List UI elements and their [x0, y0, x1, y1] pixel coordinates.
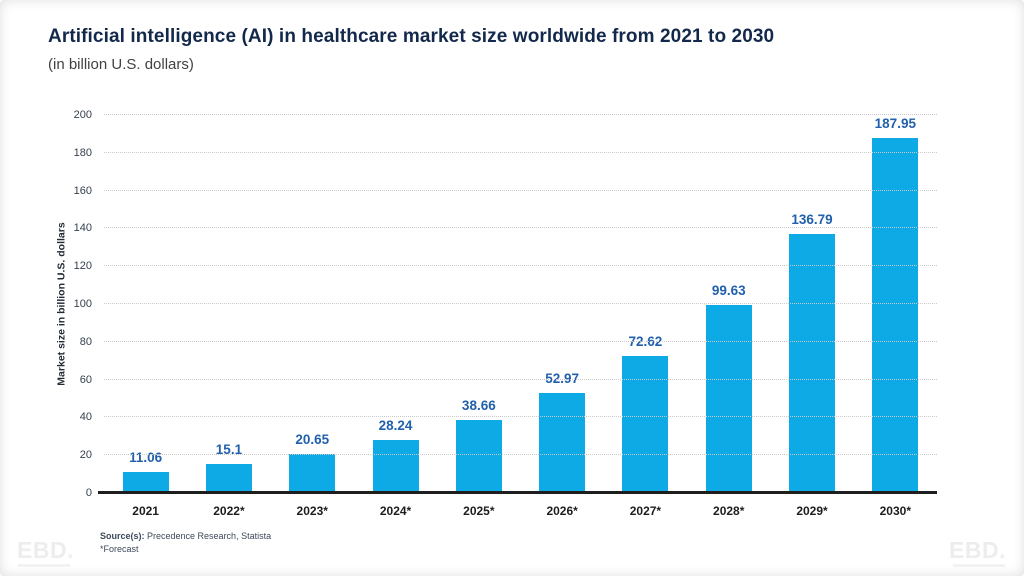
bar-value-2023: 20.65 — [295, 431, 330, 447]
y-tick-20: 20 — [79, 449, 92, 462]
bar-value-2030: 187.95 — [874, 115, 916, 131]
bar-slot-2024: 28.24 2024* — [354, 115, 437, 518]
x-tick-2028: 2028* — [713, 504, 745, 518]
y-tick-140: 140 — [73, 222, 92, 235]
bar-slot-2025: 38.66 2025* — [437, 115, 520, 518]
x-tick-2025: 2025* — [463, 504, 495, 518]
bar-value-2022: 15.1 — [215, 442, 243, 458]
gridline-80 — [104, 340, 937, 342]
gridline-120 — [104, 265, 937, 267]
source-text: Precedence Research, Statista — [144, 531, 272, 541]
bar-slot-2023: 20.65 2023* — [271, 115, 354, 518]
y-tick-80: 80 — [79, 335, 92, 348]
bar-slot-2028: 99.63 2028* — [687, 115, 770, 518]
x-tick-2022: 2022* — [213, 504, 245, 518]
watermark-tagline-left — [18, 564, 70, 567]
gridline-160 — [104, 189, 937, 191]
bar-slot-2026: 52.97 2026* — [520, 115, 603, 518]
chart-title: Artificial intelligence (AI) in healthca… — [48, 26, 775, 47]
y-tick-100: 100 — [73, 298, 92, 310]
gridline-20 — [104, 454, 937, 456]
bar-slot-2030: 187.95 2030* — [854, 115, 937, 518]
watermark-logo-left: EBD. — [17, 537, 74, 563]
bar-2023 — [289, 453, 336, 493]
x-tick-2026: 2026* — [546, 504, 578, 518]
bar-2029 — [789, 234, 836, 493]
gridline-180 — [104, 151, 937, 153]
bar-value-2028: 99.63 — [711, 282, 746, 298]
bar-2024 — [372, 439, 419, 493]
y-tick-160: 160 — [73, 184, 92, 197]
gridline-40 — [104, 416, 937, 418]
watermark-logo-right: EBD. — [949, 537, 1006, 563]
bar-value-2029: 136.79 — [791, 212, 833, 228]
x-tick-2029: 2029* — [796, 504, 828, 518]
plot-area: 11.06 2021 15.1 2022* 20.65 2023* 28.24 2024* 38… — [74, 109, 937, 518]
y-tick-120: 120 — [73, 260, 92, 273]
chart-subtitle: (in billion U.S. dollars) — [48, 56, 194, 73]
bar-slot-2022: 15.1 2022* — [187, 115, 270, 518]
x-tick-2023: 2023* — [296, 504, 328, 518]
x-tick-2021: 2021 — [132, 504, 159, 518]
y-tick-200: 200 — [73, 109, 92, 121]
bar-value-2025: 38.66 — [461, 397, 496, 413]
y-tick-0: 0 — [85, 487, 92, 499]
bar-2021 — [122, 472, 169, 493]
bar-2026 — [539, 392, 586, 493]
bar-series: 11.06 2021 15.1 2022* 20.65 2023* 28.24 2024* 38… — [104, 115, 937, 518]
bar-slot-2029: 136.79 2029* — [770, 115, 853, 518]
bar-value-2021: 11.06 — [129, 450, 163, 466]
source-note: Source(s): Precedence Research, Statista… — [100, 530, 271, 555]
bar-2030 — [872, 137, 919, 493]
gridline-200 — [104, 114, 937, 115]
gridline-60 — [104, 378, 937, 380]
bar-2028 — [705, 304, 752, 493]
x-axis-line — [98, 491, 937, 494]
gridline-100 — [104, 303, 937, 304]
bar-slot-2027: 72.62 2027* — [604, 115, 687, 518]
bar-slot-2021: 11.06 2021 — [104, 115, 187, 518]
source-line: Source(s): Precedence Research, Statista — [100, 530, 271, 543]
gridline-140 — [104, 227, 937, 229]
y-tick-40: 40 — [79, 411, 92, 424]
watermark-tagline-right — [953, 564, 1005, 567]
x-tick-2030: 2030* — [879, 504, 911, 518]
bar-2022 — [205, 464, 252, 493]
bar-2027 — [622, 355, 669, 493]
bar-value-2026: 52.97 — [545, 370, 580, 386]
bar-value-2024: 28.24 — [378, 417, 413, 433]
y-tick-180: 180 — [73, 146, 92, 159]
source-label: Source(s): — [100, 531, 145, 541]
x-tick-2027: 2027* — [629, 504, 662, 518]
bar-2025 — [455, 419, 502, 493]
forecast-note: *Forecast — [100, 543, 139, 554]
x-tick-2024: 2024* — [379, 504, 412, 518]
y-tick-60: 60 — [79, 373, 92, 386]
